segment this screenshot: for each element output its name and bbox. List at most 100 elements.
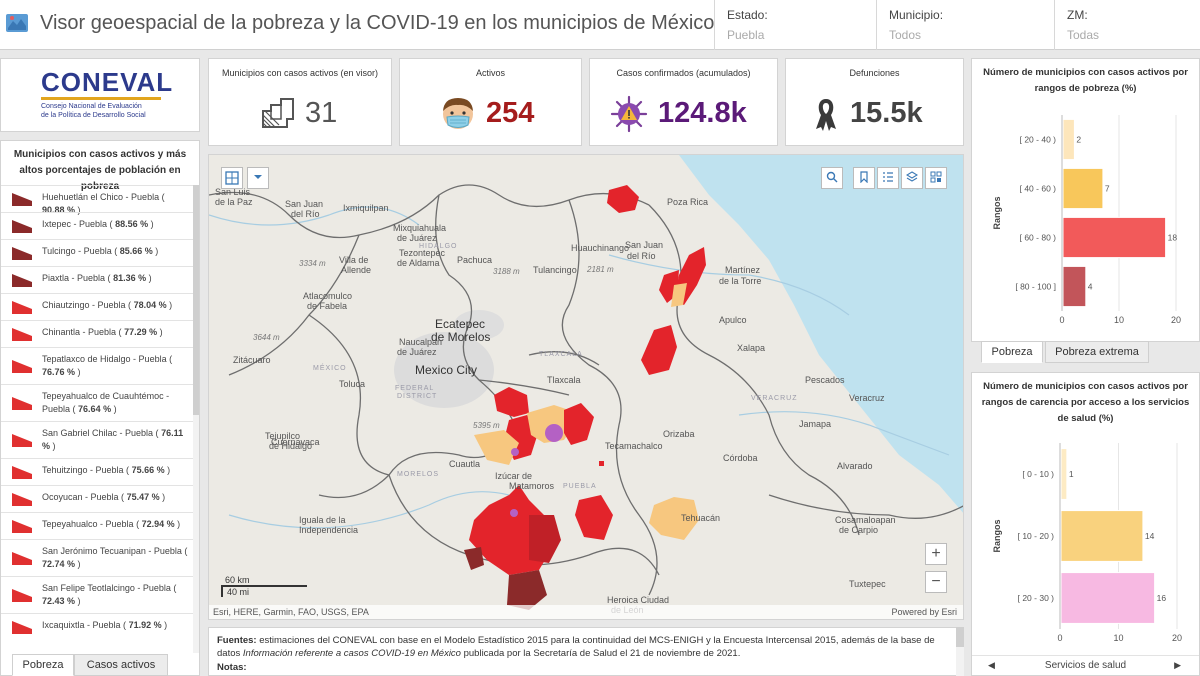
stat-value-activos: 254 xyxy=(486,97,535,129)
list-item-label: Tehuitzingo - Puebla ( 75.66 % ) xyxy=(42,465,171,475)
value-label: 2 xyxy=(1076,135,1081,145)
map-place-label: de Fabela xyxy=(307,301,348,311)
zoom-in-button[interactable]: + xyxy=(925,543,947,565)
notes-label: Notas: xyxy=(217,662,247,673)
municipio-filter[interactable]: Municipio: Todos xyxy=(876,0,1054,50)
basemap-toggle-button[interactable] xyxy=(925,167,947,189)
stat-value-defunciones: 15.5k xyxy=(850,97,923,129)
bookmarks-button[interactable] xyxy=(853,167,875,189)
tab-pobreza-extrema[interactable]: Pobreza extrema xyxy=(1045,341,1149,363)
coneval-logo: CONEVAL Consejo Nacional de Evaluación d… xyxy=(0,58,200,132)
layers-button[interactable] xyxy=(901,167,923,189)
list-item[interactable]: Tehuitzingo - Puebla ( 75.66 % ) xyxy=(1,458,193,485)
list-item[interactable]: San Jerónimo Tecuanipan - Puebla ( 72.74… xyxy=(1,539,193,576)
zm-filter[interactable]: ZM: Todas xyxy=(1054,0,1200,50)
map-place-label: Martínez xyxy=(725,265,761,275)
poverty-list-title: Municipios con casos activos y más altos… xyxy=(13,149,187,192)
list-item[interactable]: Tepatlaxco de Hidalgo - Puebla ( 76.76 %… xyxy=(1,347,193,384)
map-place-label: Ecatepec xyxy=(435,317,486,331)
chart-bar[interactable] xyxy=(1062,167,1104,210)
map-place-label: San Juan xyxy=(625,240,664,250)
category-label: [ 40 - 60 ) xyxy=(1020,184,1057,194)
chart-bar[interactable] xyxy=(1062,265,1087,308)
map-place-label: 3188 m xyxy=(493,267,520,276)
chart-bar[interactable] xyxy=(1060,572,1156,624)
map-basemap xyxy=(209,155,963,610)
chart-bar[interactable] xyxy=(1060,448,1068,500)
list-item[interactable]: Ocoyucan - Puebla ( 75.47 % ) xyxy=(1,485,193,512)
value-label: 7 xyxy=(1105,184,1110,194)
tab-pobreza[interactable]: Pobreza xyxy=(12,654,74,676)
list-item[interactable]: Ixtepec - Puebla ( 88.56 % ) xyxy=(1,212,193,239)
search-button[interactable] xyxy=(821,167,843,189)
attribution-text: Esri, HERE, Garmin, FAO, USGS, EPA xyxy=(213,607,369,617)
stat-value-municipios: 31 xyxy=(305,97,338,129)
map-place-label: Independencia xyxy=(299,525,359,535)
trend-bar-icon xyxy=(12,589,32,602)
list-item-label: Tepeyahualco de Cuauhtémoc - Puebla ( 76… xyxy=(42,391,170,414)
map-view[interactable]: San Luis de la Paz San Juan del Río Ixmiquil… xyxy=(208,154,964,620)
list-scrollbar-thumb[interactable] xyxy=(193,185,199,415)
y-axis-label: Rangos xyxy=(992,519,1002,552)
map-place-label: 2181 m xyxy=(587,265,614,274)
category-label: [ 80 - 100 ] xyxy=(1015,282,1056,292)
list-item[interactable]: Tulcingo - Puebla ( 85.66 % ) xyxy=(1,239,193,266)
chart-bar[interactable] xyxy=(1060,510,1144,562)
chart-bar[interactable] xyxy=(1062,118,1075,161)
list-item[interactable]: Chiautzingo - Puebla ( 78.04 % ) xyxy=(1,293,193,320)
notes-scrollbar[interactable] xyxy=(956,627,964,676)
map-place-label: Mexico City xyxy=(415,363,478,377)
tab-casos-activos[interactable]: Casos activos xyxy=(74,654,168,676)
list-item-label: Tulcingo - Puebla ( 85.66 % ) xyxy=(42,246,159,256)
list-item[interactable]: Chinantla - Puebla ( 77.29 % ) xyxy=(1,320,193,347)
map-place-label: Mixquiahuala xyxy=(393,223,447,233)
map-place-label: Córdoba xyxy=(723,453,758,463)
zoom-out-button[interactable]: − xyxy=(925,571,947,593)
chart-pager-label: Servicios de salud xyxy=(1044,660,1127,671)
map-place-label: Ixmiquilpan xyxy=(343,203,389,213)
map-attribution: Esri, HERE, Garmin, FAO, USGS, EPA Power… xyxy=(209,605,963,619)
estado-filter[interactable]: Estado: Puebla xyxy=(714,0,876,50)
list-item[interactable]: Tepeyahualco - Puebla ( 72.94 % ) xyxy=(1,512,193,539)
category-label: [ 10 - 20 ) xyxy=(1018,531,1055,541)
map-place-label: DISTRICT xyxy=(397,393,438,400)
list-item[interactable]: Huehuetlán el Chico - Puebla ( 90.88 % ) xyxy=(1,185,193,215)
right-tabs: Pobreza Pobreza extrema xyxy=(981,341,1191,363)
x-tick-label: 20 xyxy=(1171,315,1181,325)
list-icon xyxy=(883,172,893,182)
list-scrollbar[interactable] xyxy=(193,185,199,653)
trend-bar-icon xyxy=(12,328,32,341)
value-label: 4 xyxy=(1088,282,1093,292)
list-item[interactable]: San Gabriel Chilac - Puebla ( 76.11 % ) xyxy=(1,421,193,458)
x-tick-label: 20 xyxy=(1172,633,1182,643)
sources-text: Fuentes: estimaciones del CONEVAL con ba… xyxy=(217,634,955,660)
list-item[interactable]: San Felipe Teotlalcingo - Puebla ( 72.43… xyxy=(1,576,193,613)
trend-bar-icon xyxy=(12,621,32,634)
basemap-gallery-button[interactable] xyxy=(221,167,243,189)
powered-by-esri[interactable]: Powered by Esri xyxy=(891,607,957,617)
trend-bar-icon xyxy=(12,397,32,410)
category-label: [ 20 - 40 ) xyxy=(1020,135,1057,145)
notes-scrollbar-thumb[interactable] xyxy=(956,627,964,647)
list-item[interactable]: Ixcaquixtla - Puebla ( 71.92 % ) xyxy=(1,613,193,640)
legend-button[interactable] xyxy=(877,167,899,189)
map-place-label: del Río xyxy=(291,209,320,219)
chart-next-button[interactable]: ▶ xyxy=(1174,660,1181,670)
trend-bar-icon xyxy=(12,274,32,287)
chart-prev-button[interactable]: ◀ xyxy=(988,660,995,670)
map-place-label: Poza Rica xyxy=(667,197,709,207)
chart2-title: Número de municipios con casos activos p… xyxy=(981,381,1190,424)
tab-right-pobreza[interactable]: Pobreza xyxy=(981,341,1043,363)
value-label: 16 xyxy=(1157,593,1167,603)
trend-bar-icon xyxy=(12,247,32,260)
list-item[interactable]: Piaxtla - Puebla ( 81.36 % ) xyxy=(1,266,193,293)
stat-title-defunciones: Defunciones xyxy=(849,68,900,78)
map-place-label: de la Paz xyxy=(215,197,253,207)
poverty-list-panel: Municipios con casos activos y más altos… xyxy=(0,140,200,676)
scale-mi-label: 40 mi xyxy=(221,587,307,597)
basemap-dropdown-button[interactable] xyxy=(247,167,269,189)
map-place-label: PUEBLA xyxy=(563,483,597,490)
value-label: 14 xyxy=(1145,531,1155,541)
chart-bar[interactable] xyxy=(1062,216,1167,259)
list-item[interactable]: Tepeyahualco de Cuauhtémoc - Puebla ( 76… xyxy=(1,384,193,421)
